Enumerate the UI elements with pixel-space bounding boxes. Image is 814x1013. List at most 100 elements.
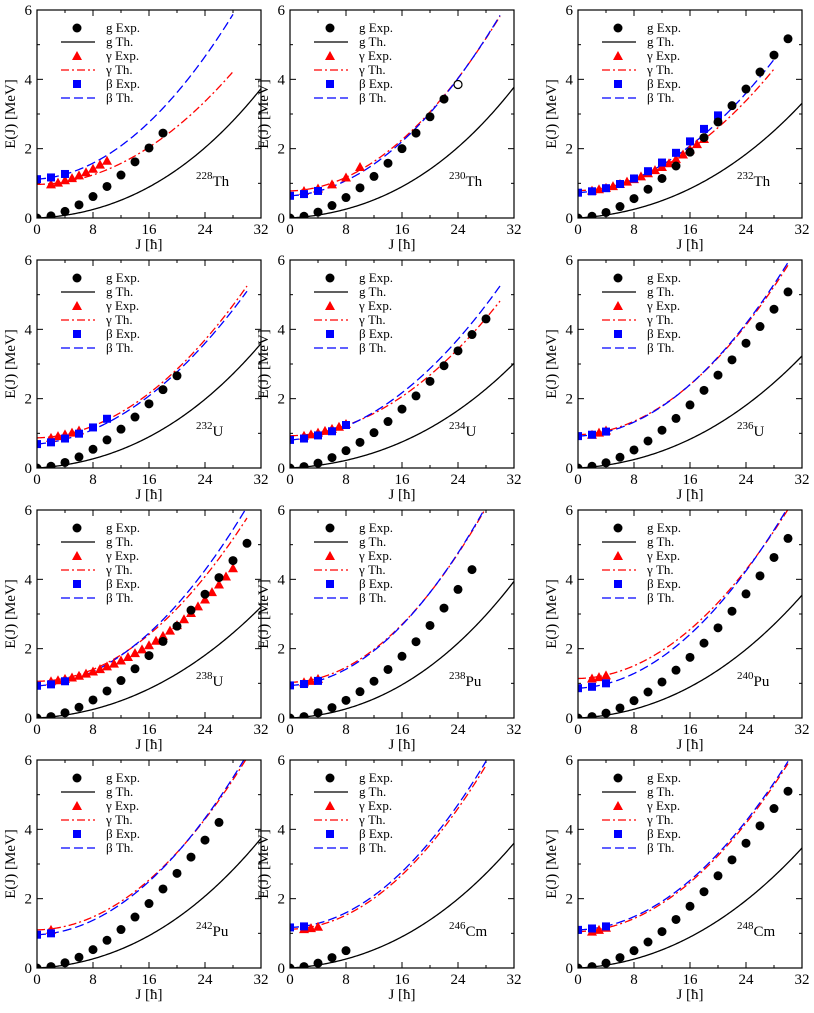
x-tick-label: 32 [795, 222, 810, 238]
nucleus-label: 248Cm [737, 920, 776, 940]
legend-label: g Exp. [647, 770, 681, 785]
g-exp-point [116, 170, 126, 180]
g-exp-point [439, 94, 449, 104]
g-exp-point [783, 786, 793, 796]
y-tick-label: 4 [278, 72, 286, 88]
g-exp-point [629, 445, 639, 455]
y-tick-label: 4 [566, 822, 574, 838]
gamma-exp-point [74, 170, 84, 180]
legend-label: β Exp. [359, 326, 393, 341]
beta-exp-point [578, 188, 582, 197]
x-tick-label: 16 [683, 222, 699, 238]
legend-label: γ Exp. [646, 548, 680, 563]
beta-exp-point [328, 427, 336, 436]
g-exp-point [699, 385, 709, 395]
legend-label: γ Th. [358, 62, 386, 77]
y-tick-label: 0 [278, 961, 286, 977]
nucleus-mass: 248 [737, 920, 754, 932]
g-exp-point [578, 713, 583, 718]
x-tick-label: 24 [451, 472, 467, 488]
beta-exp-point [602, 184, 610, 193]
gamma-exp-point [88, 666, 98, 676]
legend-marker [325, 551, 335, 560]
legend-marker [72, 773, 82, 783]
nucleus-element: Th [466, 174, 483, 190]
plot-area [578, 510, 802, 718]
x-tick-label: 0 [574, 222, 582, 238]
x-tick-label: 32 [254, 222, 269, 238]
y-axis-label: E(J) [MeV] [544, 579, 560, 649]
y-tick-label: 6 [566, 3, 574, 19]
g-exp-point [411, 391, 421, 401]
g-exp-point [671, 914, 681, 924]
legend-label: γ Exp. [358, 548, 392, 563]
g-exp-point [657, 677, 667, 687]
g-exp-point [144, 651, 154, 661]
beta-exp-point [578, 432, 582, 441]
gamma-theory-line [37, 285, 248, 439]
x-tick-label: 16 [142, 472, 158, 488]
gamma-exp-point [334, 421, 344, 431]
plot-area [578, 262, 802, 468]
gamma-exp-point [355, 162, 365, 172]
x-tick-label: 0 [574, 972, 582, 988]
legend-label: g Th. [647, 284, 674, 299]
y-axis-label: E(J) [MeV] [3, 579, 19, 649]
g-exp-point [615, 202, 625, 212]
g-exp-point [643, 184, 653, 194]
gamma-exp-point [144, 640, 154, 650]
gamma-exp-point [221, 571, 231, 581]
g-exp-point [629, 696, 639, 706]
nucleus-mass: 242 [196, 920, 213, 932]
nucleus-label: 232U [196, 420, 224, 440]
legend-label: β Exp. [106, 826, 140, 841]
x-tick-label: 24 [451, 972, 467, 988]
legend-label: g Exp. [359, 520, 393, 535]
legend-marker [72, 523, 82, 533]
y-tick-label: 6 [278, 753, 286, 769]
y-tick-label: 2 [25, 142, 33, 158]
g-exp-point [130, 912, 140, 922]
beta-exp-point [300, 434, 308, 443]
x-tick-label: 8 [89, 722, 97, 738]
gamma-exp-point [95, 664, 105, 674]
x-axis-label: J [ħ] [388, 737, 415, 753]
g-exp-point [741, 338, 751, 348]
g-exp-point [74, 200, 84, 210]
nucleus-element: Pu [466, 674, 482, 690]
legend-marker [614, 80, 622, 88]
legend-label: g Exp. [359, 270, 393, 285]
beta-exp-point [300, 922, 308, 931]
legend-label: γ Exp. [105, 798, 139, 813]
g-exp-point [783, 533, 793, 543]
g-exp-point [629, 194, 639, 204]
x-tick-label: 24 [451, 722, 467, 738]
beta-exp-point [630, 174, 638, 183]
g-exp-point [313, 958, 323, 968]
beta-theory-line [290, 285, 501, 441]
g-exp-point [88, 444, 98, 454]
y-tick-label: 4 [25, 572, 33, 588]
g-exp-point [685, 901, 695, 911]
nucleus-label: 246Cm [449, 920, 488, 940]
y-tick-label: 2 [25, 642, 33, 658]
g-exp-point [601, 708, 611, 718]
beta-exp-point [602, 679, 610, 688]
g-exp-point [327, 453, 337, 463]
legend-marker [73, 330, 81, 338]
x-tick-label: 32 [507, 722, 522, 738]
x-tick-label: 0 [286, 472, 294, 488]
beta-exp-point [61, 434, 69, 443]
legend-label: β Th. [106, 340, 134, 355]
g-exp-point [439, 361, 449, 371]
g-exp-point [397, 651, 407, 661]
gamma-exp-point [158, 630, 168, 640]
legend-marker [613, 773, 623, 783]
y-tick-label: 2 [278, 392, 286, 408]
nucleus-mass: 230 [449, 170, 466, 182]
plot-area [290, 510, 514, 718]
legend-label: β Th. [106, 590, 134, 605]
g-exp-point [727, 606, 737, 616]
